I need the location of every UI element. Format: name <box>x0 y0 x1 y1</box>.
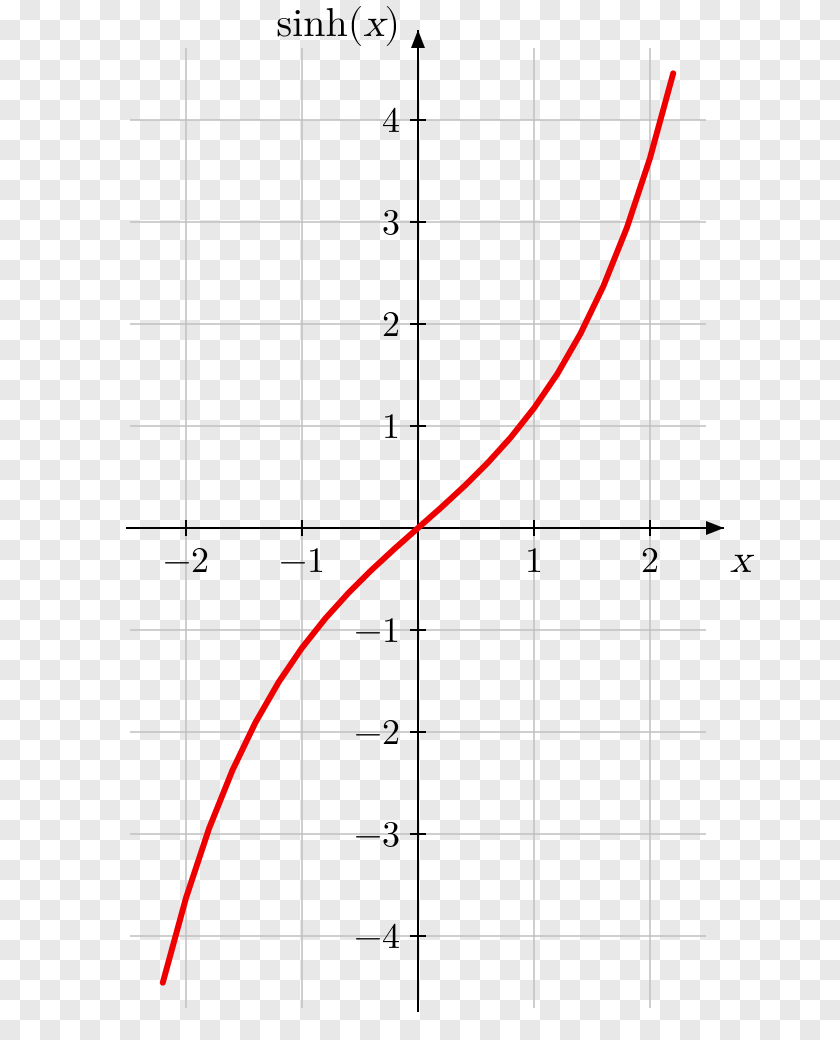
svg-text:4: 4 <box>382 103 400 139</box>
x-axis-label: x <box>730 540 755 580</box>
svg-text:−2: −2 <box>163 543 209 579</box>
svg-text:−1: −1 <box>354 613 400 649</box>
svg-text:−2: −2 <box>354 715 400 751</box>
svg-text:3: 3 <box>382 205 400 241</box>
svg-text:1: 1 <box>382 409 400 445</box>
svg-text:−4: −4 <box>354 919 400 955</box>
y-axis-label: sinh(x) <box>276 4 400 46</box>
svg-text:1: 1 <box>525 543 543 579</box>
svg-text:2: 2 <box>641 543 659 579</box>
svg-text:−3: −3 <box>354 817 400 853</box>
svg-text:−1: −1 <box>279 543 325 579</box>
svg-text:2: 2 <box>382 307 400 343</box>
sinh-chart: −2 −1 1 2 −4 −3 −2 −1 1 2 3 4 x sinh(x) <box>0 0 840 1040</box>
